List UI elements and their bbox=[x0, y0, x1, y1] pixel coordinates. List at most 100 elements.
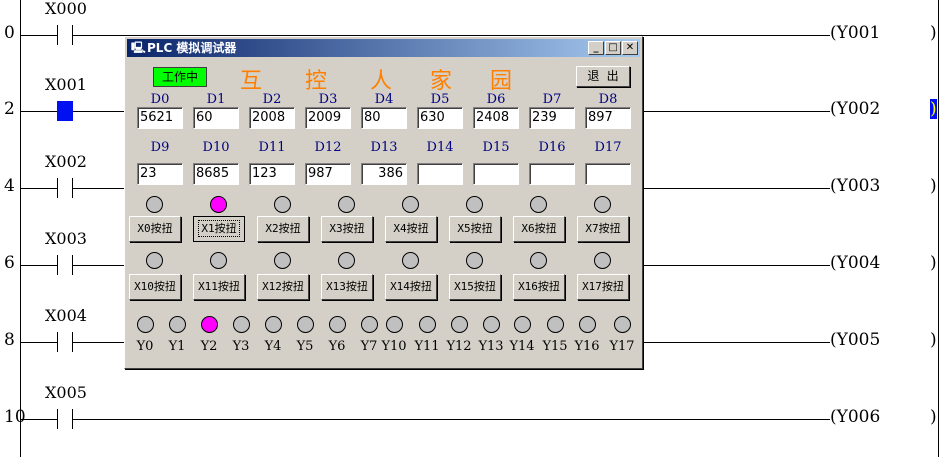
register-value-field[interactable] bbox=[529, 163, 575, 185]
contact-label: X003 bbox=[45, 229, 87, 248]
input-button[interactable]: X0按扭 bbox=[129, 216, 181, 242]
output-lamp bbox=[201, 316, 218, 333]
output-lamp bbox=[169, 316, 186, 333]
register-value-field[interactable]: 386 bbox=[361, 163, 407, 185]
normally-open-contact[interactable] bbox=[57, 409, 73, 429]
exit-button[interactable]: 退 出 bbox=[576, 66, 630, 87]
register-label: D4 bbox=[374, 92, 394, 107]
output-label: Y11 bbox=[414, 339, 440, 354]
register-value-field[interactable]: 23 bbox=[137, 163, 183, 185]
step-number: 2 bbox=[4, 99, 15, 119]
output-lamp bbox=[614, 316, 631, 333]
right-power-rail bbox=[938, 0, 939, 457]
register-value-field[interactable] bbox=[585, 163, 631, 185]
output-coil[interactable]: (Y003 bbox=[830, 176, 881, 196]
normally-open-contact[interactable] bbox=[57, 25, 73, 45]
input-button[interactable]: X11按扭 bbox=[193, 274, 245, 300]
register-label: D10 bbox=[202, 140, 230, 155]
register-value-field[interactable]: 8685 bbox=[193, 163, 239, 185]
normally-open-contact[interactable] bbox=[57, 101, 73, 121]
register-label: D11 bbox=[258, 140, 286, 155]
maximize-button[interactable]: □ bbox=[605, 41, 621, 55]
input-button[interactable]: X3按扭 bbox=[321, 216, 373, 242]
input-button-label: X2按扭 bbox=[265, 222, 301, 235]
register-value-field[interactable] bbox=[473, 163, 519, 185]
coil-close-paren: ) bbox=[930, 253, 937, 273]
input-button-label: X13按扭 bbox=[326, 280, 368, 293]
input-button[interactable]: X13按扭 bbox=[321, 274, 373, 300]
output-label: Y4 bbox=[264, 339, 282, 354]
output-label: Y16 bbox=[574, 339, 600, 354]
output-lamp bbox=[297, 316, 314, 333]
input-button[interactable]: X16按扭 bbox=[513, 274, 565, 300]
register-value-field[interactable]: 5621 bbox=[137, 107, 183, 129]
input-button[interactable]: X4按扭 bbox=[385, 216, 437, 242]
register-value-field[interactable]: 2408 bbox=[473, 107, 519, 129]
input-lamp bbox=[146, 196, 163, 213]
step-number: 8 bbox=[4, 330, 15, 350]
input-button[interactable]: X6按扭 bbox=[513, 216, 565, 242]
output-label: Y6 bbox=[328, 339, 346, 354]
output-coil[interactable]: (Y002 bbox=[830, 99, 881, 119]
step-number: 0 bbox=[4, 23, 15, 43]
input-button[interactable]: X2按扭 bbox=[257, 216, 309, 242]
output-label: Y5 bbox=[296, 339, 314, 354]
normally-open-contact[interactable] bbox=[57, 332, 73, 352]
input-button[interactable]: X7按扭 bbox=[577, 216, 629, 242]
output-coil[interactable]: (Y004 bbox=[830, 253, 881, 273]
input-lamp bbox=[466, 252, 483, 269]
register-value-field[interactable] bbox=[417, 163, 463, 185]
register-value-field[interactable]: 80 bbox=[361, 107, 407, 129]
output-label: Y7 bbox=[360, 339, 378, 354]
input-button[interactable]: X5按扭 bbox=[449, 216, 501, 242]
register-value-field[interactable]: 2009 bbox=[305, 107, 351, 129]
register-value-field[interactable]: 239 bbox=[529, 107, 575, 129]
coil-close-paren: ) bbox=[930, 330, 937, 350]
input-button-label: X12按扭 bbox=[262, 280, 304, 293]
left-power-rail bbox=[20, 0, 21, 457]
register-label: D6 bbox=[486, 92, 506, 107]
input-button[interactable]: X1按扭 bbox=[193, 216, 245, 242]
input-lamp bbox=[530, 196, 547, 213]
input-button[interactable]: X15按扭 bbox=[449, 274, 501, 300]
input-button-label: X7按扭 bbox=[585, 222, 621, 235]
input-button[interactable]: X14按扭 bbox=[385, 274, 437, 300]
register-label: D17 bbox=[594, 140, 622, 155]
contact-label: X005 bbox=[45, 383, 87, 402]
normally-open-contact[interactable] bbox=[57, 255, 73, 275]
register-value-field[interactable]: 123 bbox=[249, 163, 295, 185]
output-coil[interactable]: (Y001 bbox=[830, 23, 881, 43]
input-button-label: X16按扭 bbox=[518, 280, 560, 293]
input-button[interactable]: X10按扭 bbox=[129, 274, 181, 300]
contact-label: X002 bbox=[45, 152, 87, 171]
register-label: D3 bbox=[318, 92, 338, 107]
register-label: D1 bbox=[206, 92, 226, 107]
minimize-button[interactable]: _ bbox=[588, 41, 604, 55]
brand-char: 园 bbox=[490, 69, 513, 94]
input-lamp bbox=[594, 252, 611, 269]
input-lamp bbox=[402, 252, 419, 269]
register-value-field[interactable]: 60 bbox=[193, 107, 239, 129]
input-lamp bbox=[466, 196, 483, 213]
title-bar[interactable]: 🖳 PLC 模拟调试器 _ □ ✕ bbox=[127, 39, 640, 57]
contact-label: X004 bbox=[45, 306, 87, 325]
input-button-label: X3按扭 bbox=[329, 222, 365, 235]
input-button-label: X4按扭 bbox=[393, 222, 429, 235]
input-button[interactable]: X12按扭 bbox=[257, 274, 309, 300]
close-button[interactable]: ✕ bbox=[622, 41, 638, 55]
output-coil[interactable]: (Y006 bbox=[830, 407, 881, 427]
input-button-label: X14按扭 bbox=[390, 280, 432, 293]
output-coil[interactable]: (Y005 bbox=[830, 330, 881, 350]
register-value-field[interactable]: 630 bbox=[417, 107, 463, 129]
register-value-field[interactable]: 987 bbox=[305, 163, 351, 185]
register-label: D9 bbox=[150, 140, 170, 155]
input-button[interactable]: X17按扭 bbox=[577, 274, 629, 300]
output-lamp bbox=[329, 316, 346, 333]
output-label: Y10 bbox=[381, 339, 407, 354]
status-indicator: 工作中 bbox=[153, 67, 207, 87]
register-value-field[interactable]: 897 bbox=[585, 107, 631, 129]
input-button-label: X15按扭 bbox=[454, 280, 496, 293]
normally-open-contact[interactable] bbox=[57, 178, 73, 198]
register-value-field[interactable]: 2008 bbox=[249, 107, 295, 129]
register-label: D2 bbox=[262, 92, 282, 107]
